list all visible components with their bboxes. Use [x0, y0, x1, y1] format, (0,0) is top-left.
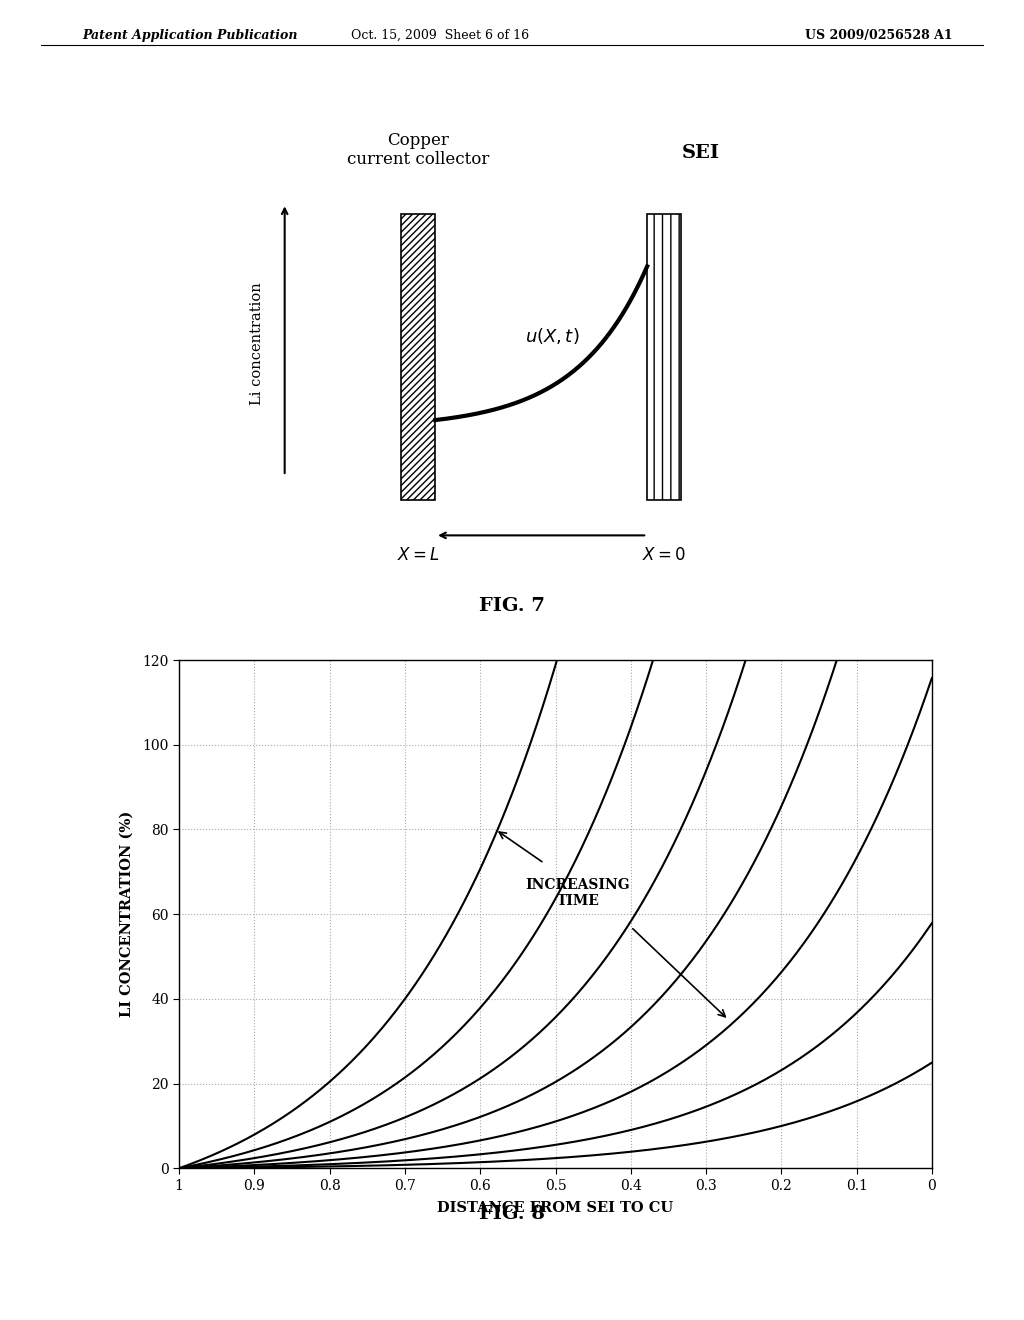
Text: Copper
current collector: Copper current collector [347, 132, 489, 169]
Text: Oct. 15, 2009  Sheet 6 of 16: Oct. 15, 2009 Sheet 6 of 16 [351, 29, 529, 42]
Text: FIG. 7: FIG. 7 [479, 597, 545, 615]
Bar [647, 214, 681, 500]
Text: $X=0$: $X=0$ [642, 546, 686, 564]
X-axis label: DISTANCE FROM SEI TO CU: DISTANCE FROM SEI TO CU [437, 1201, 674, 1214]
Y-axis label: LI CONCENTRATION (%): LI CONCENTRATION (%) [120, 810, 134, 1018]
Text: FIG. 8: FIG. 8 [479, 1205, 545, 1224]
Bar [401, 214, 435, 500]
Text: Li concentration: Li concentration [250, 282, 264, 404]
Text: SEI: SEI [682, 144, 720, 161]
Bar [401, 214, 435, 500]
Text: Patent Application Publication: Patent Application Publication [82, 29, 297, 42]
Text: $u(X,t)$: $u(X,t)$ [524, 326, 580, 346]
Bar [647, 214, 681, 500]
Text: $X=L$: $X=L$ [397, 546, 439, 564]
Text: INCREASING
TIME: INCREASING TIME [525, 878, 631, 908]
Text: US 2009/0256528 A1: US 2009/0256528 A1 [805, 29, 952, 42]
